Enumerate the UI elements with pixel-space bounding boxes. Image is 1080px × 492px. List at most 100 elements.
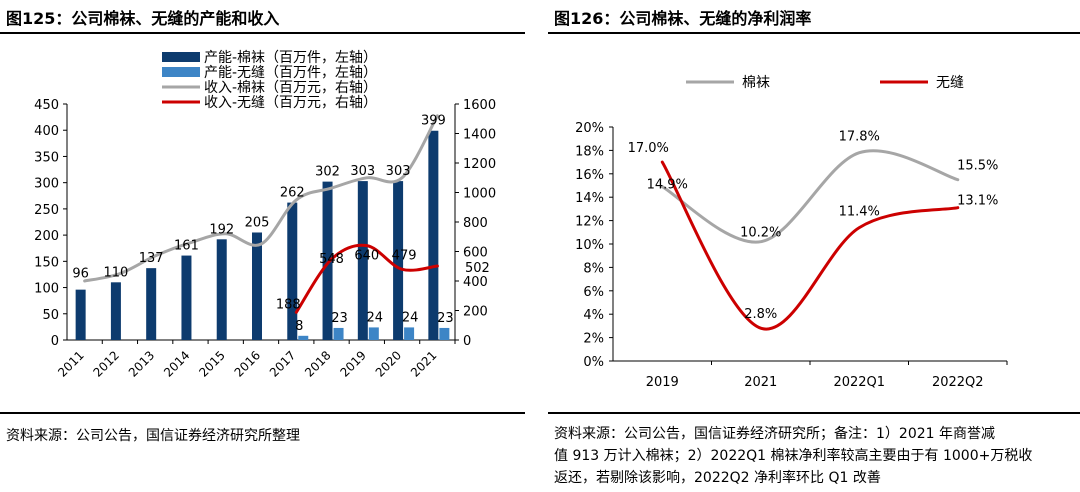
line-label-cotton-margin: 10.2% — [740, 226, 781, 241]
source-note-line: 返还，若剔除该影响，2022Q2 净利率环比 Q1 改善 — [554, 470, 881, 486]
x-tick-label: 2021 — [408, 348, 439, 379]
bar-cotton-capacity — [146, 268, 157, 340]
x-tick-label: 2013 — [126, 348, 157, 379]
bar-cotton-capacity — [216, 239, 227, 340]
legend-label: 棉袜 — [742, 74, 770, 91]
bar-label-seamless-capacity: 23 — [331, 311, 348, 326]
y-tick-label: 2% — [583, 332, 604, 347]
source-note: 资料来源：公司公告，国信证券经济研究所；备注：1）2021 年商誉减 值 913… — [554, 423, 1032, 489]
line-cotton-revenue — [83, 114, 439, 283]
y-left-tick-label: 200 — [34, 229, 59, 244]
y-tick-label: 18% — [575, 144, 604, 159]
y-right-tick-label: 1200 — [463, 157, 496, 172]
legend-label: 收入-棉袜（百万元，右轴） — [204, 79, 377, 96]
legend-swatch-bar — [162, 52, 200, 62]
x-tick-label: 2019 — [646, 375, 679, 390]
bar-cotton-capacity — [252, 232, 262, 340]
line-seamless-revenue — [294, 243, 439, 314]
line-label-seamless-revenue: 548 — [319, 252, 344, 267]
capacity-revenue-panel: 图125：公司棉袜、无缝的产能和收入 0 50 100 150 200 250 300 350… — [0, 0, 525, 492]
y-tick-label: 6% — [583, 285, 604, 300]
y-tick-label: 12% — [575, 215, 604, 230]
chart-title: 图125：公司棉袜、无缝的产能和收入 — [6, 9, 280, 28]
y-right-tick-label: 600 — [463, 246, 488, 261]
line-label-seamless-revenue: 640 — [354, 249, 379, 264]
y-tick-label: 8% — [583, 261, 604, 276]
bar-label-cotton-capacity: 302 — [315, 165, 340, 180]
line-label-seamless-margin: 17.0% — [628, 141, 669, 156]
line-label-cotton-margin: 17.8% — [839, 130, 880, 145]
legend-label: 收入-无缝（百万元，右轴） — [204, 95, 377, 111]
bar-label-seamless-capacity: 8 — [295, 319, 303, 334]
line-seamless-margin — [660, 160, 960, 331]
bar-label-cotton-capacity: 192 — [209, 222, 234, 237]
bar-cotton-capacity — [75, 289, 86, 340]
bar-label-cotton-capacity: 399 — [421, 114, 446, 129]
x-tick-label: 2012 — [91, 348, 122, 379]
x-tick-label: 2015 — [196, 348, 227, 379]
legend-label: 无缝 — [936, 75, 964, 91]
x-tick-label: 2022Q1 — [833, 375, 885, 390]
bar-cotton-capacity — [393, 181, 404, 340]
y-left-tick-label: 250 — [34, 203, 59, 218]
bar-label-cotton-capacity: 262 — [280, 186, 305, 201]
bar-label-cotton-capacity: 161 — [174, 239, 199, 254]
line-label-seamless-revenue: 479 — [392, 248, 417, 263]
bar-label-cotton-capacity: 110 — [103, 265, 128, 280]
bar-cotton-capacity — [287, 202, 298, 340]
bar-label-cotton-capacity: 303 — [350, 164, 375, 179]
line-label-cotton-margin: 14.9% — [647, 178, 688, 193]
x-tick-label: 2016 — [232, 348, 263, 379]
y-left-tick-label: 100 — [34, 282, 59, 297]
line-label-seamless-margin: 11.4% — [839, 205, 880, 220]
x-tick-label: 2011 — [55, 348, 86, 379]
bar-cotton-capacity — [428, 130, 439, 340]
legend-label: 产能-无缝（百万件，左轴） — [204, 65, 377, 81]
bar-label-cotton-capacity: 137 — [139, 251, 164, 266]
y-left-tick-label: 300 — [34, 177, 59, 192]
bar-label-seamless-capacity: 24 — [367, 310, 384, 325]
legend-label: 产能-棉袜（百万件，左轴） — [204, 49, 377, 66]
bar-label-seamless-capacity: 23 — [437, 311, 454, 326]
capacity-revenue-chart: 0 50 100 150 200 250 300 350 400 450 0 200 400 600 800… — [34, 49, 496, 380]
source-note-line: 资料来源：公司公告，国信证券经济研究所；备注：1）2021 年商誉减 — [554, 426, 995, 442]
x-tick-label: 2022Q2 — [932, 375, 984, 390]
y-right-tick-label: 800 — [463, 216, 488, 231]
bar-seamless-capacity — [404, 327, 415, 340]
y-tick-label: 4% — [583, 308, 604, 323]
line-label-seamless-revenue: 502 — [465, 261, 490, 276]
net-margin-panel: 图126：公司棉袜、无缝的净利润率 0% 2% 4% 6% 8% 10% 12% 14% 16%… — [548, 0, 1080, 492]
y-tick-label: 20% — [575, 121, 604, 136]
x-tick-label: 2020 — [373, 348, 404, 379]
y-left-tick-label: 400 — [34, 124, 59, 139]
bar-label-cotton-capacity: 303 — [386, 164, 411, 179]
line-label-seamless-revenue: 188 — [276, 297, 301, 312]
y-left-tick-label: 150 — [34, 255, 59, 270]
x-tick-label: 2018 — [302, 348, 333, 379]
bar-seamless-capacity — [298, 335, 309, 340]
line-cotton-margin — [660, 149, 960, 244]
y-left-tick-label: 0 — [51, 334, 59, 349]
x-tick-label: 2021 — [744, 375, 777, 390]
y-tick-label: 10% — [575, 238, 604, 253]
y-left-tick-label: 50 — [42, 308, 59, 323]
y-tick-label: 0% — [583, 355, 604, 370]
title-rule — [548, 32, 1080, 34]
y-left-tick-label: 350 — [34, 150, 59, 165]
line-label-seamless-margin: 2.8% — [744, 307, 777, 322]
x-tick-label: 2014 — [161, 348, 192, 379]
line-label-cotton-margin: 15.5% — [957, 159, 998, 174]
bar-cotton-capacity — [110, 282, 121, 340]
chart-title: 图126：公司棉袜、无缝的净利润率 — [554, 9, 812, 28]
bar-seamless-capacity — [368, 327, 379, 340]
bar-cotton-capacity — [322, 181, 333, 340]
x-tick-label: 2017 — [267, 348, 298, 379]
title-rule — [0, 32, 525, 34]
legend-swatch-bar — [162, 67, 200, 77]
y-right-tick-label: 200 — [463, 305, 488, 320]
y-tick-label: 14% — [575, 191, 604, 206]
source-note: 资料来源：公司公告，国信证券经济研究所整理 — [6, 428, 300, 444]
bar-label-cotton-capacity: 205 — [245, 215, 270, 230]
net-margin-chart: 0% 2% 4% 6% 8% 10% 12% 14% 16% 18% 20% 2019 2021 2022… — [575, 74, 1008, 390]
y-left-tick-label: 450 — [34, 98, 59, 113]
